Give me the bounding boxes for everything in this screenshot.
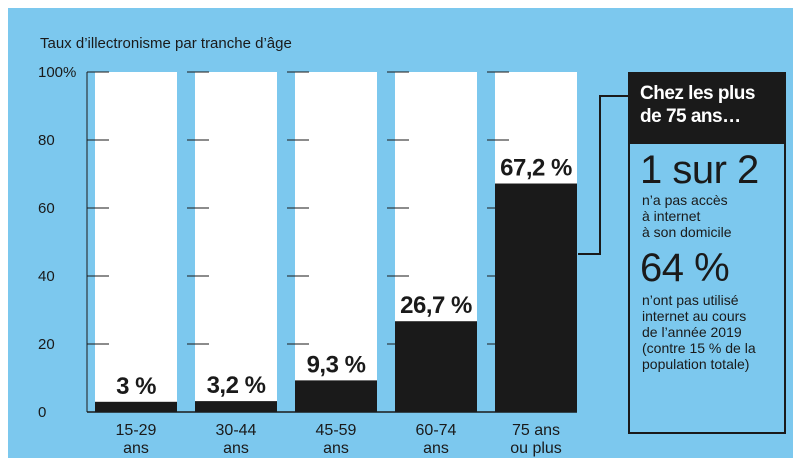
y-tick-label: 20 bbox=[38, 336, 55, 353]
chart-frame: Taux d’illectronisme par tranche d’âge 0… bbox=[8, 8, 793, 458]
bar-value-label: 3 % bbox=[116, 373, 156, 400]
stat-two-value: 64 % bbox=[640, 246, 730, 290]
stat-one-value: 1 sur 2 bbox=[640, 148, 759, 192]
stat-one-text: n’a pas accès à internet à son domicile bbox=[642, 192, 732, 240]
stat-two-text: n’ont pas utilisé internet au cours de l… bbox=[642, 292, 756, 372]
bar-value-label: 3,2 % bbox=[207, 372, 266, 399]
bar-4 bbox=[495, 183, 577, 412]
bar-track bbox=[295, 72, 377, 412]
bar-track bbox=[95, 72, 177, 412]
bar-0 bbox=[95, 401, 177, 412]
bar-value-label: 26,7 % bbox=[400, 292, 472, 319]
x-tick-label: 30-44 bbox=[216, 422, 257, 439]
bar-track bbox=[195, 72, 277, 412]
chart-title: Taux d’illectronisme par tranche d’âge bbox=[40, 35, 292, 52]
x-tick-label: ans bbox=[223, 440, 249, 457]
bar-value-label: 9,3 % bbox=[307, 351, 366, 378]
y-tick-label: 80 bbox=[38, 132, 55, 149]
x-tick-label: 45-59 bbox=[316, 422, 357, 439]
bar-chart: Taux d’illectronisme par tranche d’âge 0… bbox=[38, 35, 628, 457]
y-tick-label: 60 bbox=[38, 200, 55, 217]
bar-1 bbox=[195, 401, 277, 412]
bar-value-label: 67,2 % bbox=[500, 155, 572, 182]
bar-3 bbox=[395, 321, 477, 412]
x-tick-label: 60-74 bbox=[416, 422, 457, 439]
x-tick-label: ans bbox=[323, 440, 349, 457]
y-tick-label: 40 bbox=[38, 268, 55, 285]
x-tick-label: 15-29 bbox=[116, 422, 157, 439]
x-tick-label: ou plus bbox=[510, 440, 562, 457]
callout-connector bbox=[578, 95, 628, 255]
callout-box: Chez les plus de 75 ans… 1 sur 2 n’a pas… bbox=[628, 72, 786, 434]
y-tick-label: 0 bbox=[38, 404, 46, 421]
x-tick-label: 75 ans bbox=[512, 422, 560, 439]
bar-2 bbox=[295, 380, 377, 412]
y-tick-label: 100% bbox=[38, 64, 76, 81]
callout-header: Chez les plus de 75 ans… bbox=[630, 74, 784, 144]
x-tick-label: ans bbox=[123, 440, 149, 457]
x-tick-label: ans bbox=[423, 440, 449, 457]
